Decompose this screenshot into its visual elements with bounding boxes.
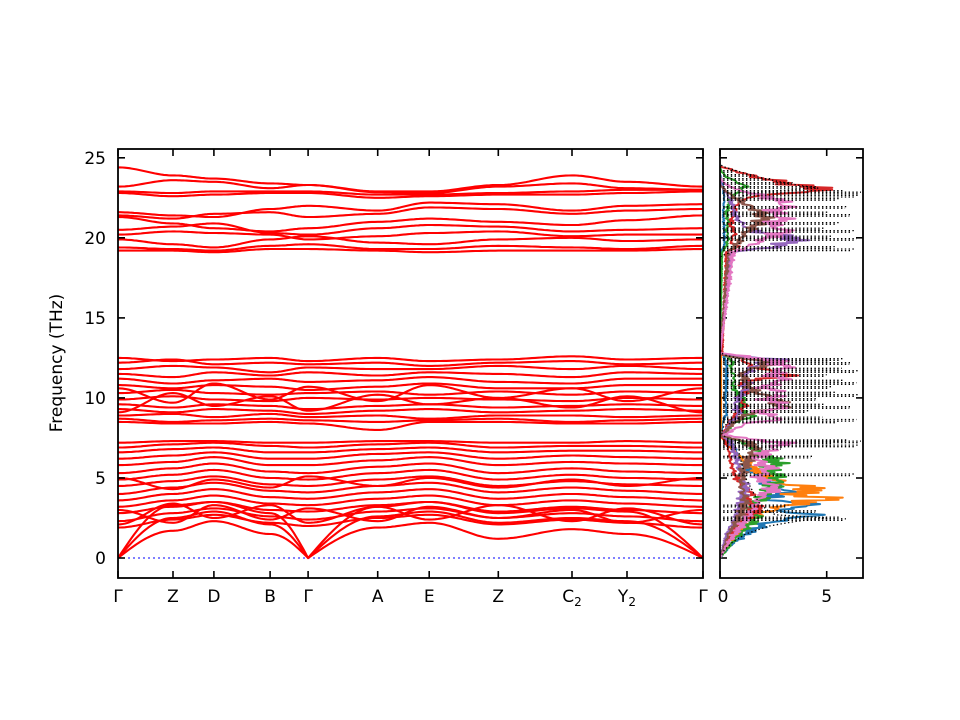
phonon-band [118, 230, 703, 241]
phonon-band [118, 392, 703, 414]
k-point-label: E [424, 587, 435, 607]
y-tick-label: 10 [84, 389, 106, 409]
phonon-band [118, 513, 703, 529]
phonon-band [118, 462, 703, 475]
phonon-band [118, 190, 703, 199]
phonon-band [118, 408, 703, 415]
phonon-band [118, 166, 703, 193]
y-axis-label: Frequency (THz) [47, 294, 67, 433]
phonon-band [118, 358, 703, 367]
phonon-band [118, 214, 703, 233]
band-panel-frame [117, 148, 704, 579]
phonon-band [118, 504, 703, 524]
dos-x-ticks [719, 149, 828, 578]
dos-total-dotted [720, 163, 861, 559]
k-point-label: Γ [303, 587, 313, 607]
k-point-label: B [264, 587, 276, 607]
phonon-band [118, 500, 703, 515]
band-structure-panel [117, 148, 863, 579]
dos-x-tick-label: 5 [821, 587, 832, 607]
y-tick-label: 0 [95, 549, 106, 569]
dos-panel-frame [719, 148, 864, 579]
phonon-band [118, 247, 703, 254]
phonon-band [118, 451, 703, 460]
k-point-labels: Γ Z D B Γ A E Z C2 Y2 Γ [113, 587, 708, 609]
phonon-band [118, 417, 703, 423]
k-point-label: A [372, 587, 384, 607]
k-point-label: Z [492, 587, 504, 607]
k-ticks [117, 149, 704, 578]
phonon-band [118, 412, 703, 420]
dos-curve-pdos-3 [720, 166, 791, 559]
band-panel-content [118, 166, 703, 560]
phonon-band [118, 488, 703, 502]
y-ticks [118, 157, 863, 559]
y-tick-label: 5 [95, 469, 106, 489]
dos-panel [719, 148, 864, 579]
phonon-band [118, 456, 703, 467]
phonon-band [118, 520, 703, 560]
phonon-band [118, 188, 703, 196]
dos-curve-pdos-4 [720, 165, 834, 559]
phonon-band [118, 364, 703, 374]
phonon-band [118, 446, 703, 454]
phonon-band [118, 475, 703, 491]
phonon-band [118, 235, 703, 249]
phonon-band [118, 440, 703, 444]
k-point-label: Y2 [617, 587, 636, 609]
phonon-band [118, 201, 703, 219]
phonon-band [118, 502, 703, 526]
phonon-band [118, 243, 703, 252]
phonon-band [118, 206, 703, 220]
phonon-band [118, 420, 703, 431]
phonon-band [118, 222, 703, 236]
phonon-band [118, 382, 703, 391]
phonon-band [118, 371, 703, 379]
phonon-band [118, 494, 703, 508]
y-tick-label: 25 [84, 149, 106, 169]
k-point-label: Γ [698, 587, 708, 607]
phonon-band [118, 355, 703, 363]
y-tick-label: 20 [84, 229, 106, 249]
k-point-label: D [207, 587, 220, 607]
k-point-label: C2 [562, 587, 582, 609]
phonon-band [118, 376, 703, 385]
phonon-band [118, 441, 703, 449]
y-axis-label-group: Frequency (THz) [47, 294, 67, 433]
y-tick-label: 15 [84, 309, 106, 329]
k-point-label: Γ [113, 587, 123, 607]
phonon-band [118, 388, 703, 396]
phonon-band [118, 382, 703, 404]
dos-x-tick-label: 0 [718, 587, 729, 607]
k-point-label: Z [167, 587, 179, 607]
phonon-band [118, 468, 703, 481]
phonon-band [118, 395, 703, 403]
band-lines [118, 166, 703, 560]
y-tick-labels: 0 5 10 15 20 25 [84, 149, 106, 569]
dos-panel-content [720, 163, 861, 559]
